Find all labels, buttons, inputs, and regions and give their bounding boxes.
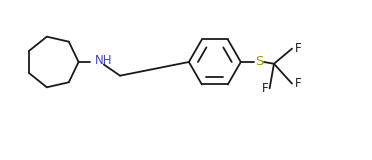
Text: F: F xyxy=(262,82,268,95)
Text: F: F xyxy=(295,77,301,90)
Text: NH: NH xyxy=(95,54,112,67)
Text: F: F xyxy=(295,42,301,55)
Text: S: S xyxy=(254,56,263,68)
